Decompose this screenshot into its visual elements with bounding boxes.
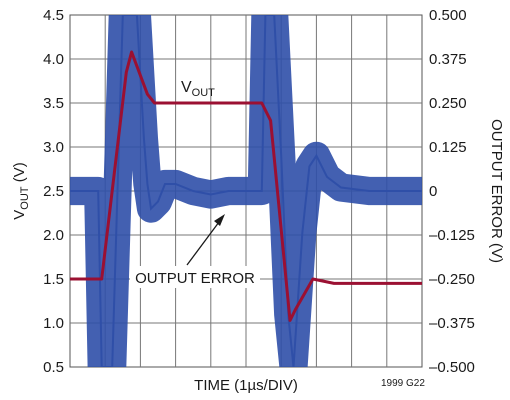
y-right-tick-label: 0.250 [429,95,467,112]
y-right-tick-label: –0.125 [429,227,475,244]
y-axis-left-title-unit: (V) [11,162,28,186]
right-tick-labels: 0.500 0.375 0.250 0.125 0 –0.125 –0.250 –0.375 –… [429,7,475,376]
y-right-tick-label: –0.375 [429,315,475,332]
y-left-tick-label: 3.0 [43,139,64,156]
series-vout [70,50,422,322]
y-right-tick-label: –0.250 [429,271,475,288]
error-arrow-line [186,217,223,266]
y-left-tick-label: 2.5 [43,183,64,200]
y-axis-left-title: VOUT (V) [11,162,31,219]
y-left-tick-label: 4.0 [43,51,64,68]
y-right-tick-label: 0 [429,183,437,200]
y-left-tick-label: 0.5 [43,359,64,376]
y-left-tick-label: 4.5 [43,7,64,24]
error-annotation-bg [130,266,260,288]
y-right-tick-label: 0.375 [429,51,467,68]
y-right-tick-label: 0.125 [429,139,467,156]
y-axis-right-title: OUTPUT ERROR (V) [488,119,505,263]
vout-annotation-sub: OUT [192,87,216,99]
y-left-tick-label: 3.5 [43,95,64,112]
figure-note: 1999 G22 [381,378,425,389]
x-axis-title: TIME (1µs/DIV) [194,377,298,394]
y-right-tick-label: –0.500 [429,359,475,376]
y-right-tick-label: 0.500 [429,7,467,24]
left-tick-labels: 4.5 4.0 3.5 3.0 2.5 2.0 1.5 1.0 0.5 [43,7,64,376]
y-left-tick-label: 1.5 [43,271,64,288]
y-left-tick-label: 2.0 [43,227,64,244]
y-left-tick-label: 1.0 [43,315,64,332]
error-arrow-head [214,214,225,226]
series-output-error [70,15,422,367]
y-axis-left-title-sub: OUT [19,186,31,210]
error-annotation: OUTPUT ERROR [135,270,255,287]
vout-annotation: VOUT [181,79,215,99]
